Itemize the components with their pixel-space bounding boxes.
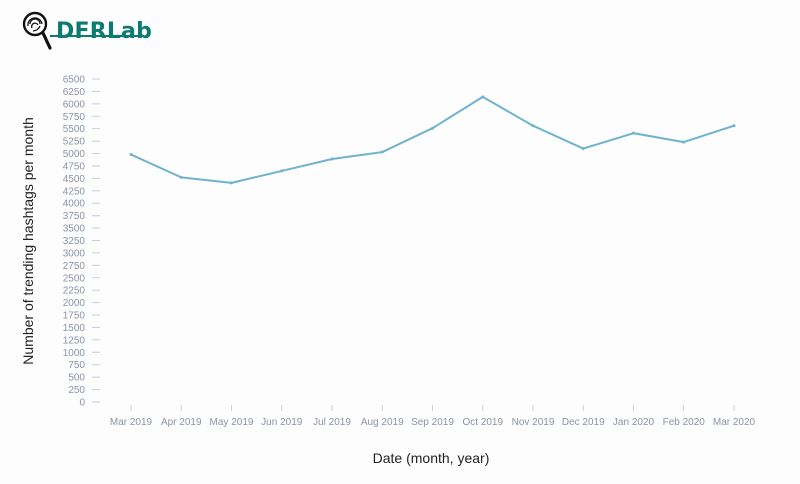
x-tick-label: Oct 2019 <box>462 417 503 428</box>
x-tick-label: May 2019 <box>210 417 254 428</box>
logo-underline <box>50 35 143 37</box>
y-tick-label: 1500 <box>63 323 86 334</box>
x-tick-label: Mar 2019 <box>110 417 153 428</box>
y-tick-label: 250 <box>68 385 85 396</box>
y-tick-label: 1250 <box>63 335 86 346</box>
y-tick-label: 3750 <box>63 211 86 222</box>
y-tick-label: 4750 <box>63 161 86 172</box>
y-tick-label: 5000 <box>63 149 86 160</box>
data-point <box>380 150 384 154</box>
y-tick-label: 6500 <box>63 75 86 86</box>
data-point <box>330 157 334 161</box>
x-tick-label: Jun 2019 <box>261 417 303 428</box>
y-tick-label: 5250 <box>63 137 86 148</box>
dfrlab-logo: DFRLab <box>22 10 152 52</box>
y-tick-label: 500 <box>68 373 85 384</box>
data-point <box>431 126 434 130</box>
x-tick-label: Jan 2020 <box>613 417 655 428</box>
data-point <box>230 181 233 185</box>
y-tick-label: 4250 <box>63 186 86 197</box>
y-axis-title: Number of trending hashtags per month <box>20 117 36 364</box>
y-tick-label: 750 <box>68 360 85 371</box>
y-tick-label: 6250 <box>63 87 86 98</box>
series-layer <box>129 95 736 185</box>
x-tick-label: Sep 2019 <box>411 417 454 428</box>
x-axis-title: Date (month, year) <box>373 450 490 466</box>
data-point <box>179 175 183 179</box>
x-axis-ticks: Mar 2019 Apr 2019 May 2019 Jun 2019 Jul 2019… <box>110 405 756 428</box>
magnifier-fingerprint-icon <box>22 11 52 50</box>
y-tick-label: 2000 <box>63 298 86 309</box>
y-tick-label: 4000 <box>63 199 86 210</box>
data-point <box>581 147 585 151</box>
y-tick-label: 6000 <box>63 99 86 110</box>
x-tick-label: Dec 2019 <box>562 417 605 428</box>
y-tick-label: 3500 <box>63 224 86 235</box>
data-point <box>732 124 736 128</box>
x-tick-label: Jul 2019 <box>313 417 351 428</box>
data-point <box>481 95 485 99</box>
y-tick-label: 2250 <box>63 286 86 297</box>
y-tick-label: 1750 <box>63 311 86 322</box>
data-point <box>682 140 686 144</box>
x-tick-label: Mar 2020 <box>713 417 756 428</box>
x-tick-label: Aug 2019 <box>361 417 404 428</box>
y-tick-label: 4500 <box>63 174 86 185</box>
y-tick-label: 3250 <box>63 236 86 247</box>
logo-wordmark: DFRLab <box>56 18 153 44</box>
x-tick-label: Feb 2020 <box>663 417 706 428</box>
y-tick-label: 0 <box>79 398 85 409</box>
y-tick-label: 5500 <box>63 124 86 135</box>
y-tick-label: 5750 <box>63 112 86 123</box>
data-point <box>531 124 535 128</box>
y-tick-label: 2750 <box>63 261 86 272</box>
data-point <box>280 169 284 173</box>
data-point <box>129 153 133 157</box>
y-tick-label: 3000 <box>63 248 86 259</box>
data-point <box>632 131 635 135</box>
x-tick-label: Apr 2019 <box>161 417 202 428</box>
y-tick-label: 1000 <box>63 348 86 359</box>
x-tick-label: Nov 2019 <box>512 417 555 428</box>
y-tick-label: 2500 <box>63 273 86 284</box>
series-line <box>130 95 735 184</box>
